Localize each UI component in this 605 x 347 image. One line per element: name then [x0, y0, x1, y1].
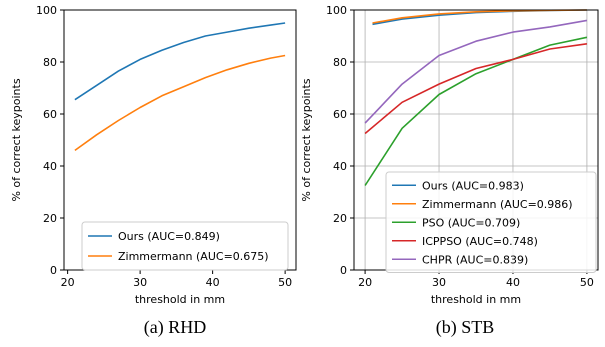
y-tick-label: 0	[340, 264, 347, 277]
legend-box	[385, 171, 597, 273]
y-tick-label: 20	[43, 212, 57, 225]
x-tick-label: 50	[580, 276, 594, 289]
y-axis-label: % of correct keypoints	[10, 78, 23, 201]
y-tick-label: 80	[43, 56, 57, 69]
x-tick-label: 20	[61, 276, 75, 289]
legend-entry: CHPR (AUC=0.839)	[422, 253, 528, 266]
series-line-stb-1	[372, 9, 587, 24]
y-tick-label: 40	[333, 160, 347, 173]
y-tick-label: 60	[43, 108, 57, 121]
chart-panel-rhd: 20 30 40 50 0 20 40 60 80 100 threshold in mm % of …	[10, 4, 297, 306]
x-tick-label: 50	[278, 276, 292, 289]
legend-entry: Ours (AUC=0.983)	[422, 179, 524, 192]
x-tick-label: 30	[133, 276, 147, 289]
series-line-stb-4	[364, 19, 588, 124]
x-tick-label: 40	[506, 276, 520, 289]
y-tick-label: 80	[333, 56, 347, 69]
y-tick-label: 0	[50, 264, 57, 277]
caption-rhd: (a) RHD	[144, 317, 206, 338]
x-axis-label: threshold in mm	[135, 293, 225, 306]
legend-box	[81, 221, 289, 271]
legend: Ours (AUC=0.983) Zimmermann (AUC=0.986) PS…	[385, 171, 597, 273]
legend-entry: Ours (AUC=0.849)	[118, 230, 220, 243]
y-tick-label: 40	[43, 160, 57, 173]
series-line-rhd-0	[74, 22, 286, 101]
legend-entry: Zimmermann (AUC=0.986)	[422, 198, 573, 211]
chart-panel-stb: 20 30 40 50 0 20 40 60 80 100 threshold in mm % of …	[300, 4, 599, 306]
y-tick-label: 60	[333, 108, 347, 121]
series-line-stb-2	[364, 36, 588, 186]
x-tick-label: 20	[358, 276, 372, 289]
caption-stb: (b) STB	[436, 317, 495, 338]
x-tick-label: 30	[432, 276, 446, 289]
series-line-stb-3	[364, 43, 588, 135]
legend-entry: ICPPSO (AUC=0.748)	[422, 235, 538, 248]
y-axis-label: % of correct keypoints	[300, 78, 313, 201]
x-tick-label: 40	[206, 276, 220, 289]
legend: Ours (AUC=0.849) Zimmermann (AUC=0.675)	[81, 221, 289, 271]
y-tick-label: 20	[333, 212, 347, 225]
y-tick-label: 100	[326, 4, 347, 17]
y-tick-label: 100	[36, 4, 57, 17]
legend-entry: Zimmermann (AUC=0.675)	[118, 250, 269, 263]
series-line-rhd-1	[74, 54, 286, 152]
x-axis-label: threshold in mm	[431, 293, 521, 306]
legend-entry: PSO (AUC=0.709)	[422, 216, 520, 229]
